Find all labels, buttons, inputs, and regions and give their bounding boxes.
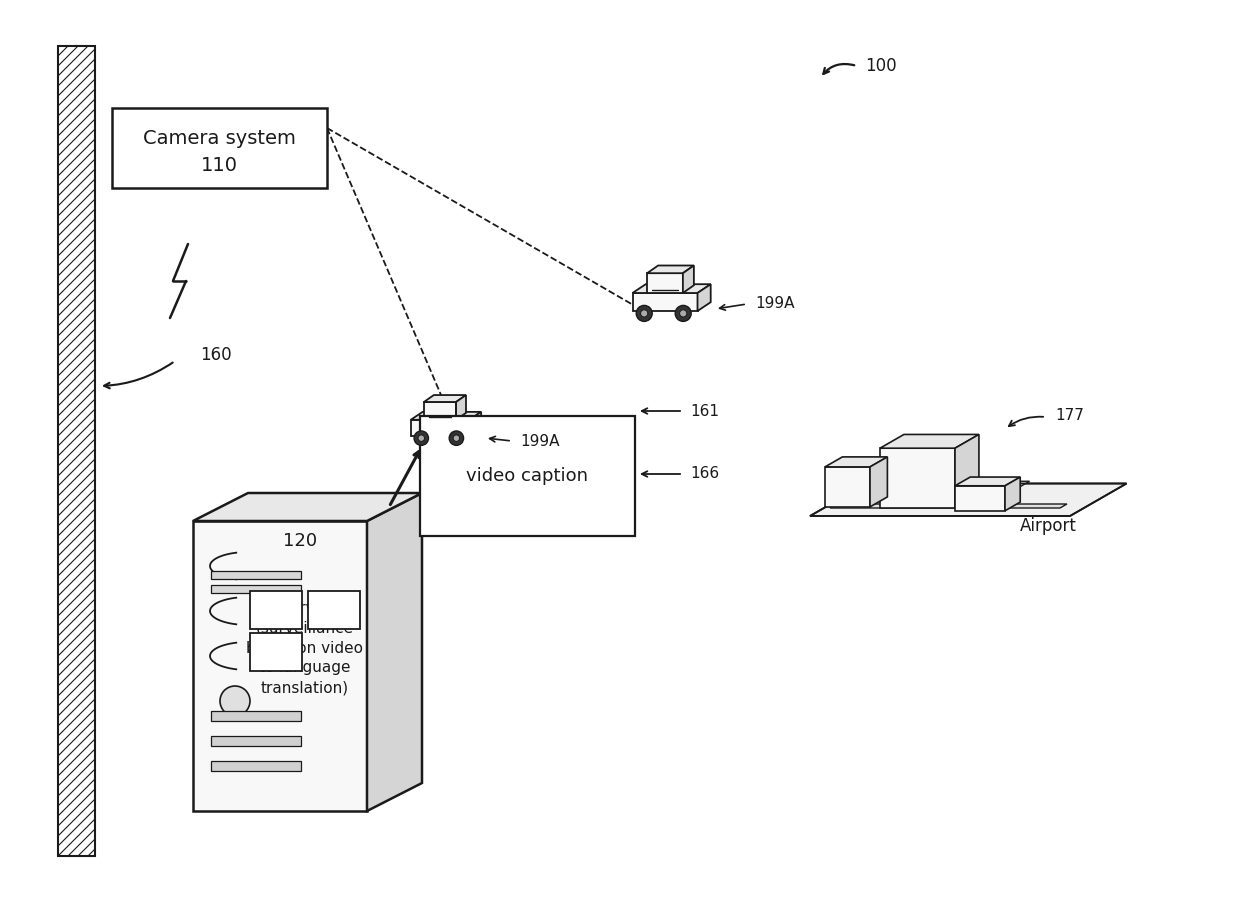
Polygon shape — [193, 493, 422, 521]
Polygon shape — [367, 493, 422, 811]
Polygon shape — [632, 284, 711, 293]
Bar — [211, 761, 301, 771]
Polygon shape — [683, 265, 694, 293]
Polygon shape — [955, 435, 978, 508]
Text: 122: 122 — [262, 641, 290, 656]
Polygon shape — [632, 293, 697, 311]
Polygon shape — [970, 481, 1029, 504]
Text: 177: 177 — [1055, 409, 1084, 423]
Polygon shape — [880, 448, 955, 508]
Bar — [211, 711, 301, 721]
Polygon shape — [825, 457, 888, 467]
Text: 161: 161 — [689, 403, 719, 419]
Bar — [250, 633, 303, 671]
Text: 199A: 199A — [755, 295, 795, 311]
Polygon shape — [456, 395, 466, 419]
Text: 110: 110 — [201, 156, 238, 175]
Circle shape — [414, 431, 429, 446]
Bar — [211, 585, 301, 593]
Bar — [250, 591, 303, 629]
Text: Airport: Airport — [1021, 517, 1076, 535]
Bar — [58, 46, 95, 856]
Circle shape — [219, 686, 250, 716]
Polygon shape — [424, 402, 456, 419]
Circle shape — [418, 435, 424, 441]
Text: Server
(surveillance
based on video
to language
translation): Server (surveillance based on video to l… — [247, 601, 363, 695]
Polygon shape — [647, 274, 683, 293]
Text: 120: 120 — [283, 532, 317, 550]
Polygon shape — [825, 467, 870, 506]
Circle shape — [676, 305, 691, 322]
Polygon shape — [410, 412, 481, 419]
Polygon shape — [880, 435, 978, 448]
Bar — [211, 736, 301, 746]
Text: 166: 166 — [689, 467, 719, 481]
Text: 160: 160 — [200, 346, 232, 364]
Polygon shape — [424, 395, 466, 402]
Circle shape — [453, 435, 460, 441]
Text: Camera system: Camera system — [143, 129, 296, 148]
Bar — [308, 591, 360, 629]
Polygon shape — [193, 521, 367, 811]
Bar — [420, 416, 635, 536]
Text: 121: 121 — [262, 599, 290, 613]
Polygon shape — [647, 265, 694, 274]
Polygon shape — [410, 419, 469, 436]
Text: 100: 100 — [866, 57, 897, 75]
Text: video caption: video caption — [466, 467, 589, 485]
Circle shape — [680, 310, 687, 317]
Polygon shape — [955, 486, 1004, 511]
Circle shape — [636, 305, 652, 322]
Polygon shape — [870, 457, 888, 506]
Polygon shape — [697, 284, 711, 311]
Polygon shape — [1004, 477, 1021, 511]
Text: 199A: 199A — [520, 433, 559, 448]
Polygon shape — [810, 484, 1127, 516]
Bar — [112, 108, 327, 188]
Polygon shape — [830, 504, 1066, 508]
Bar — [211, 571, 301, 579]
Circle shape — [449, 431, 464, 446]
Circle shape — [641, 310, 647, 317]
Polygon shape — [469, 412, 481, 436]
Text: 123: 123 — [320, 599, 348, 613]
Polygon shape — [955, 477, 1021, 486]
